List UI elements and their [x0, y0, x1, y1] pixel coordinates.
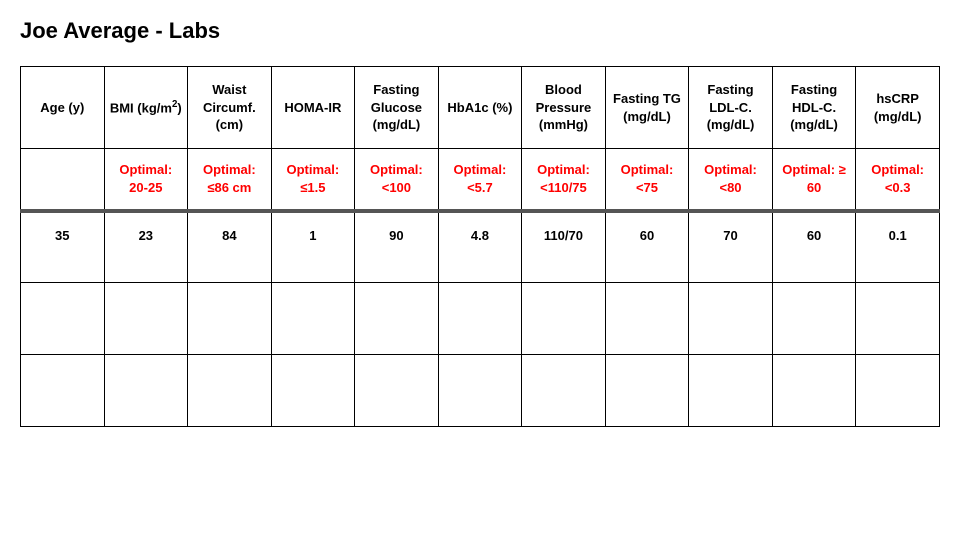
data-cell: 60 — [605, 211, 689, 283]
empty-cell — [21, 355, 105, 427]
empty-cell — [605, 283, 689, 355]
empty-cell — [605, 355, 689, 427]
optimal-row: Optimal: 20-25Optimal: ≤86 cmOptimal: ≤1… — [21, 149, 940, 211]
empty-cell — [856, 283, 940, 355]
data-cell: 90 — [355, 211, 439, 283]
data-cell: 0.1 — [856, 211, 940, 283]
optimal-cell: Optimal: <0.3 — [856, 149, 940, 211]
column-header: HOMA-IR — [271, 67, 355, 149]
labs-table: Age (y)BMI (kg/m2)Waist Circumf. (cm)HOM… — [20, 66, 940, 427]
page-title: Joe Average - Labs — [20, 18, 940, 44]
optimal-cell — [21, 149, 105, 211]
empty-row — [21, 283, 940, 355]
empty-cell — [689, 355, 773, 427]
column-header: Age (y) — [21, 67, 105, 149]
column-header: Fasting TG (mg/dL) — [605, 67, 689, 149]
empty-cell — [188, 283, 272, 355]
empty-cell — [355, 355, 439, 427]
column-header: Fasting Glucose (mg/dL) — [355, 67, 439, 149]
column-header: HbA1c (%) — [438, 67, 522, 149]
empty-cell — [772, 283, 856, 355]
column-header: hsCRP (mg/dL) — [856, 67, 940, 149]
empty-cell — [856, 355, 940, 427]
empty-cell — [438, 283, 522, 355]
data-cell: 60 — [772, 211, 856, 283]
header-row: Age (y)BMI (kg/m2)Waist Circumf. (cm)HOM… — [21, 67, 940, 149]
empty-cell — [104, 355, 188, 427]
optimal-cell: Optimal: <75 — [605, 149, 689, 211]
empty-row — [21, 355, 940, 427]
optimal-cell: Optimal: <5.7 — [438, 149, 522, 211]
optimal-cell: Optimal: ≤1.5 — [271, 149, 355, 211]
empty-cell — [689, 283, 773, 355]
column-header: Fasting HDL-C. (mg/dL) — [772, 67, 856, 149]
optimal-cell: Optimal: ≥ 60 — [772, 149, 856, 211]
column-header: BMI (kg/m2) — [104, 67, 188, 149]
column-header: Fasting LDL-C. (mg/dL) — [689, 67, 773, 149]
empty-cell — [438, 355, 522, 427]
data-cell: 110/70 — [522, 211, 606, 283]
empty-cell — [21, 283, 105, 355]
column-header: Waist Circumf. (cm) — [188, 67, 272, 149]
data-cell: 35 — [21, 211, 105, 283]
empty-cell — [522, 355, 606, 427]
optimal-cell: Optimal: <110/75 — [522, 149, 606, 211]
empty-cell — [772, 355, 856, 427]
optimal-cell: Optimal: <80 — [689, 149, 773, 211]
empty-cell — [104, 283, 188, 355]
empty-cell — [188, 355, 272, 427]
data-cell: 84 — [188, 211, 272, 283]
table-row: 3523841904.8110/706070600.1 — [21, 211, 940, 283]
optimal-cell: Optimal: 20-25 — [104, 149, 188, 211]
data-cell: 4.8 — [438, 211, 522, 283]
empty-cell — [522, 283, 606, 355]
empty-cell — [271, 283, 355, 355]
data-cell: 23 — [104, 211, 188, 283]
data-cell: 70 — [689, 211, 773, 283]
empty-cell — [355, 283, 439, 355]
optimal-cell: Optimal: <100 — [355, 149, 439, 211]
data-cell: 1 — [271, 211, 355, 283]
optimal-cell: Optimal: ≤86 cm — [188, 149, 272, 211]
empty-cell — [271, 355, 355, 427]
column-header: Blood Pressure (mmHg) — [522, 67, 606, 149]
